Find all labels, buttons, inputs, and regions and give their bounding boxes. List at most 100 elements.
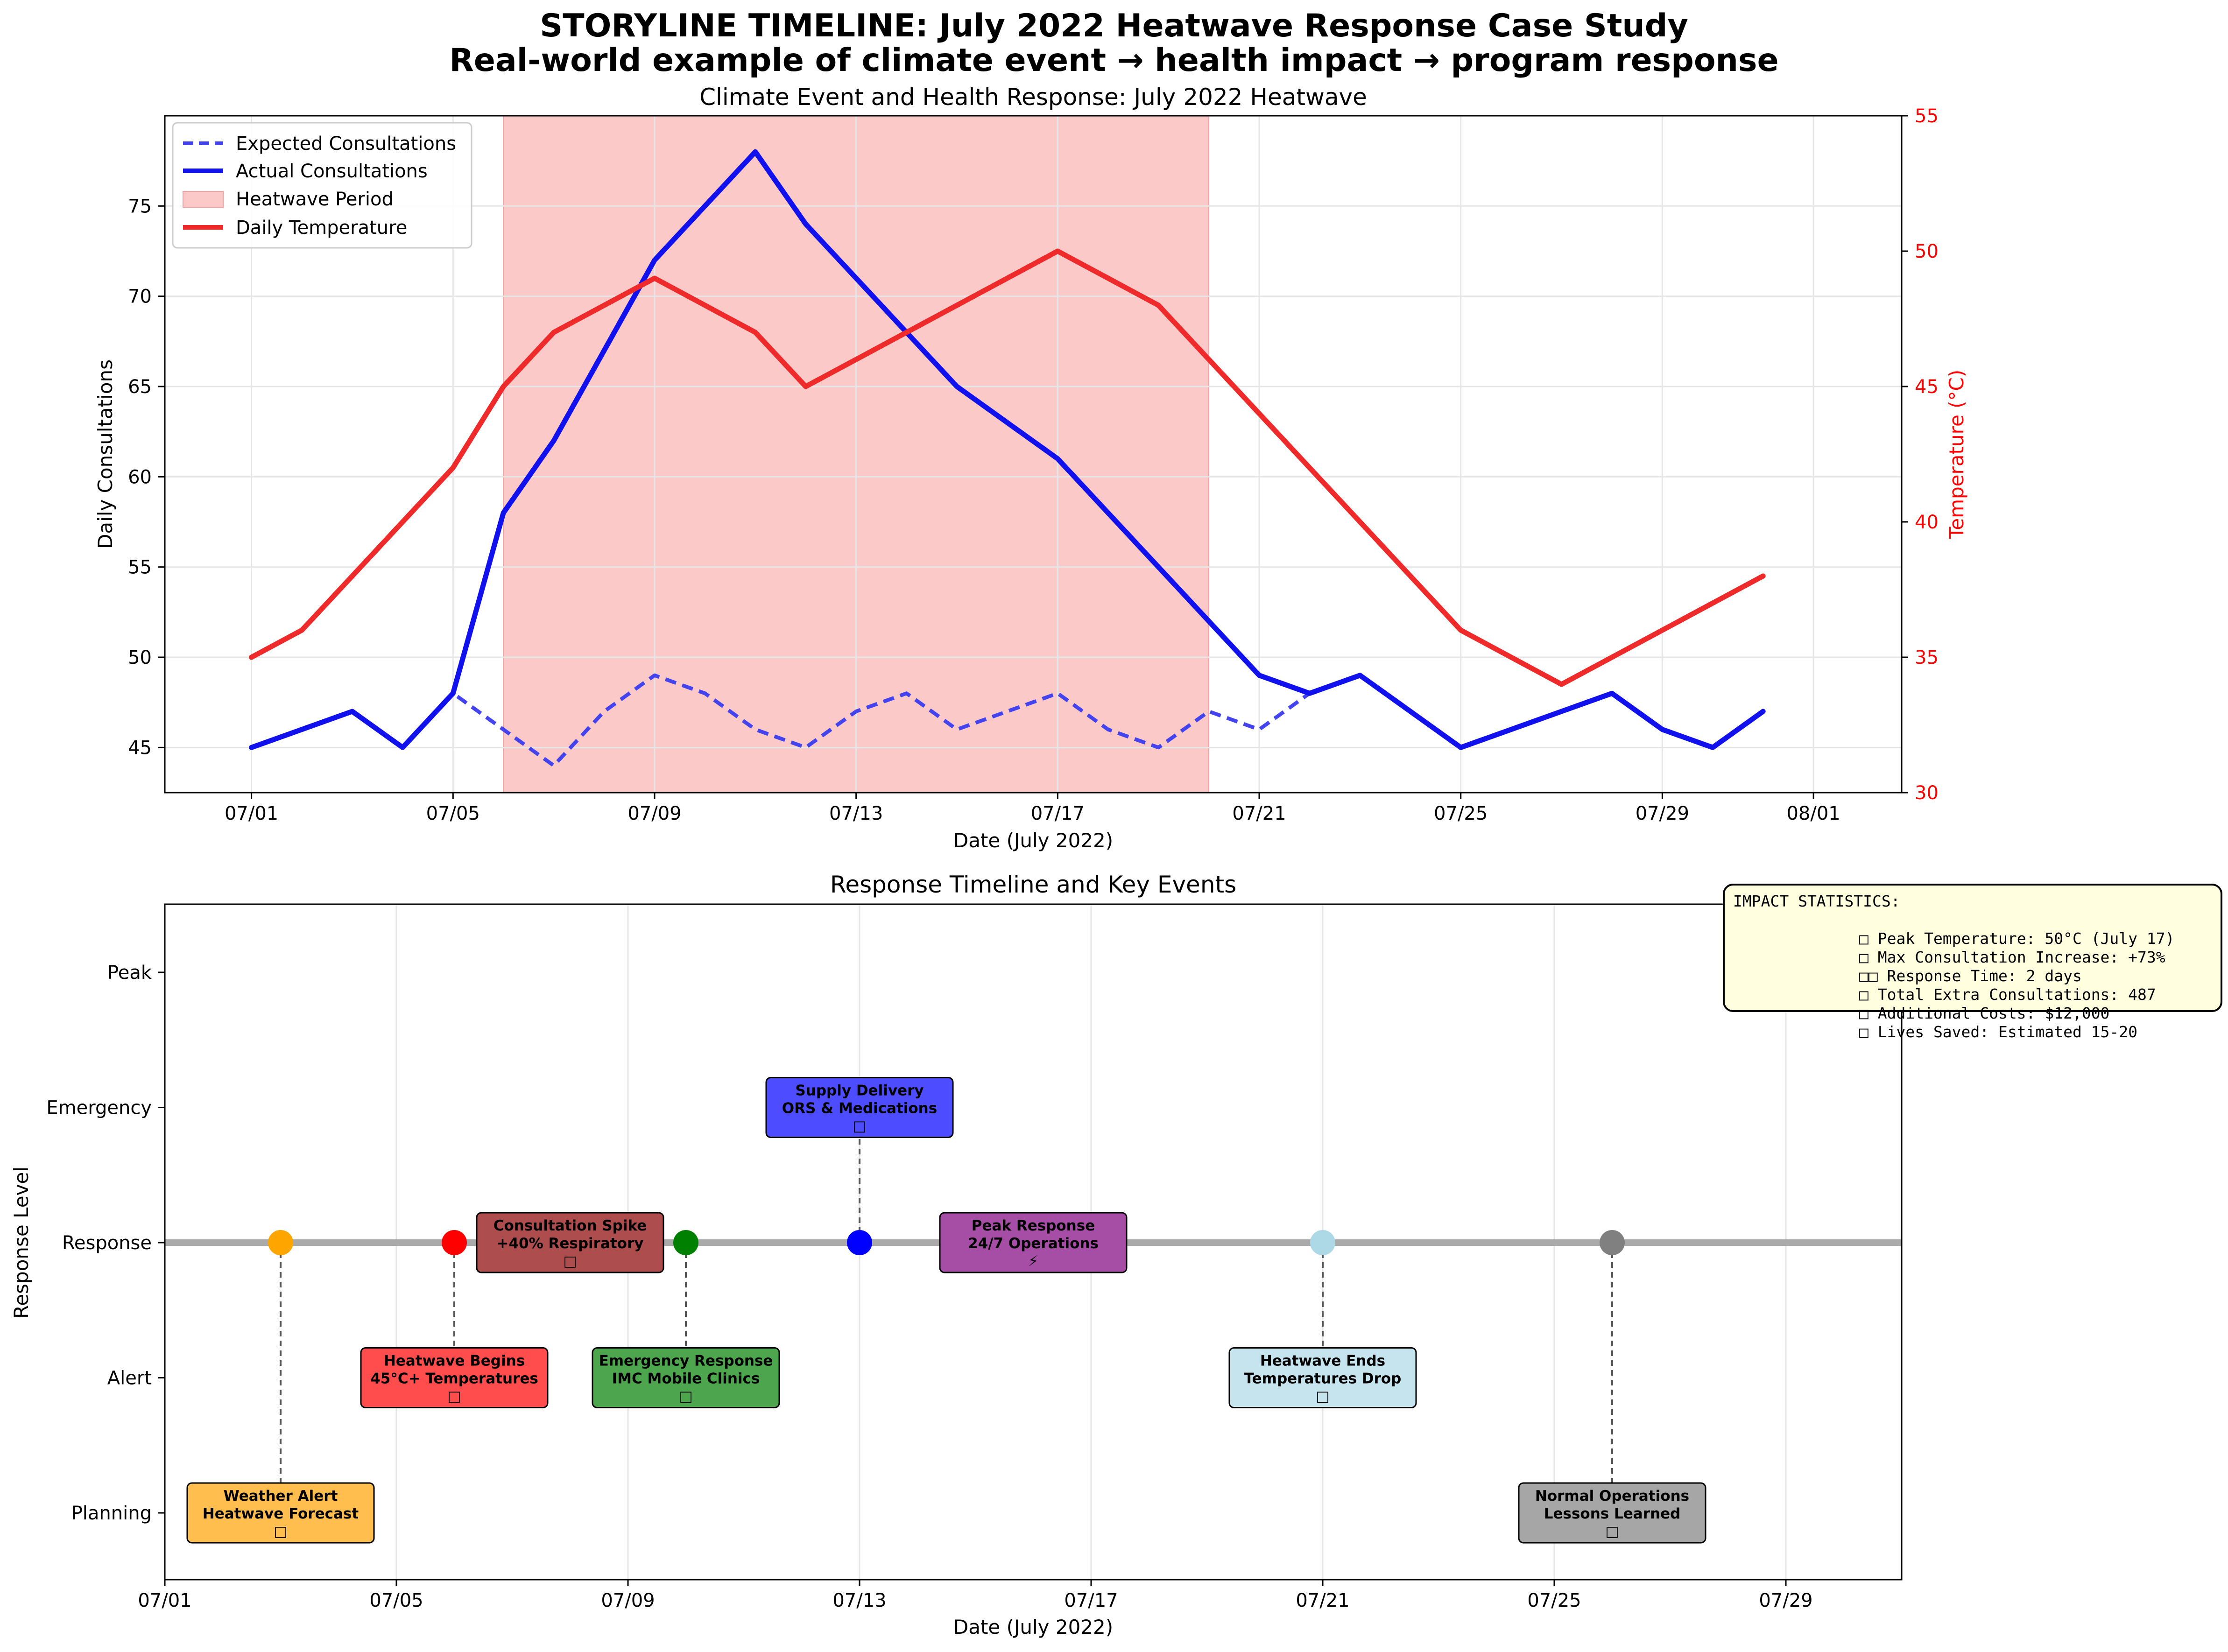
event-label-box (1228, 1347, 1417, 1408)
event-label-title: Supply Delivery (795, 1083, 924, 1099)
impact-stat-line: □ Total Extra Consultations: 487 (1859, 985, 2156, 1004)
event-label-box (476, 1212, 664, 1273)
event-label-icon: □ (274, 1523, 287, 1540)
event-label-title: Consultation Spike (494, 1217, 647, 1234)
bottom-x-tick-label: 07/25 (1527, 1590, 1581, 1611)
legend-frame (172, 122, 472, 249)
bottom-x-tick-label: 07/09 (601, 1590, 655, 1611)
top-y-tick-label: 55 (128, 557, 152, 578)
bottom-y-tick-label: Alert (107, 1368, 152, 1389)
event-label-subtitle: 45°C+ Temperatures (370, 1371, 538, 1387)
event-label-subtitle: 24/7 Operations (968, 1235, 1099, 1252)
series-line-actual-consultations (249, 149, 1766, 750)
event-label-icon: □ (1316, 1388, 1329, 1405)
top-chart-title: Climate Event and Health Response: July … (699, 84, 1367, 111)
top-y-tick-label: 65 (128, 376, 152, 398)
event-marker (268, 1230, 293, 1255)
top-x-tick-label: 07/13 (829, 803, 883, 824)
impact-stat-line: □ Lives Saved: Estimated 15-20 (1859, 1023, 2138, 1041)
top-x-tick-label: 07/25 (1434, 803, 1488, 824)
legend-swatch-heatwave (183, 191, 224, 208)
impact-stat-line: □ Additional Costs: $12,000 (1859, 1004, 2110, 1022)
event-label-box (186, 1482, 375, 1544)
bottom-x-tick-label: 07/01 (138, 1590, 191, 1611)
top-y-tick-label: 45 (128, 737, 152, 759)
top-y-axis-label: Daily Consultations (94, 359, 117, 549)
bottom-y-tick-label: Planning (71, 1503, 152, 1524)
bottom-x-tick-label: 07/17 (1064, 1590, 1118, 1611)
series-line-daily-temperature (249, 248, 1766, 687)
event-marker (1310, 1230, 1335, 1255)
impact-stat-line: □□ Response Time: 2 days (1859, 967, 2082, 985)
event-label-icon: □ (1605, 1523, 1619, 1540)
bottom-y-tick-label: Peak (107, 962, 152, 984)
event-label-title: Peak Response (972, 1217, 1095, 1234)
legend-label-expected: Expected Consultations (236, 133, 456, 155)
bottom-y-tick-label: Response (62, 1232, 152, 1254)
top-y-tick-label: 50 (128, 647, 152, 668)
bottom-x-tick-label: 07/21 (1296, 1590, 1349, 1611)
event-label-icon: □ (679, 1388, 692, 1405)
bottom-y-axis-label: Response Level (10, 1167, 33, 1319)
event-label-subtitle: Heatwave Forecast (203, 1505, 359, 1522)
event-label-subtitle: IMC Mobile Clinics (612, 1371, 760, 1387)
event-marker (1600, 1230, 1625, 1255)
top-y-right-tick-label: 45 (1915, 376, 1939, 398)
event-label-subtitle: Temperatures Drop (1244, 1371, 1402, 1387)
event-marker (847, 1230, 872, 1255)
event-label-subtitle: Lessons Learned (1544, 1505, 1681, 1522)
top-y-right-tick-label: 35 (1915, 647, 1939, 668)
top-y-right-tick-label: 50 (1915, 241, 1939, 262)
top-x-tick-label: 07/21 (1232, 803, 1286, 824)
bottom-x-tick-label: 07/29 (1759, 1590, 1812, 1611)
top-x-tick-label: 07/09 (628, 803, 681, 824)
bottom-x-axis-label: Date (July 2022) (953, 1616, 1113, 1638)
top-x-tick-label: 07/29 (1636, 803, 1689, 824)
event-label-title: Heatwave Begins (384, 1353, 525, 1370)
top-x-tick-label: 08/01 (1786, 803, 1840, 824)
top-x-tick-label: 07/05 (426, 803, 480, 824)
top-x-axis-label: Date (July 2022) (953, 829, 1113, 852)
top-chart: Climate Event and Health Response: July … (94, 84, 1968, 852)
top-y-tick-label: 75 (128, 196, 152, 217)
top-plot-frame (164, 115, 1903, 794)
event-label-title: Weather Alert (224, 1488, 338, 1504)
top-y-tick-label: 60 (128, 466, 152, 488)
top-legend: Expected Consultations Actual Consultati… (172, 122, 472, 249)
bottom-x-tick-label: 07/05 (369, 1590, 423, 1611)
legend-label-temperature: Daily Temperature (236, 217, 407, 239)
suptitle-line2: Real-world example of climate event → he… (449, 42, 1778, 79)
impact-statistics-box: IMPACT STATISTICS: □ Peak Temperature: 5… (1723, 884, 2222, 1041)
event-label-icon: ⚡ (1028, 1253, 1038, 1270)
top-y-right-tick-label: 40 (1915, 512, 1939, 533)
legend-label-actual: Actual Consultations (236, 161, 428, 182)
event-label-box (360, 1347, 549, 1408)
top-x-tick-label: 07/01 (225, 803, 278, 824)
top-y-right-tick-label: 30 (1915, 782, 1939, 804)
legend-label-heatwave: Heatwave Period (236, 189, 394, 210)
top-y-right-tick-label: 55 (1915, 105, 1939, 127)
event-marker (673, 1230, 698, 1255)
event-label-title: Emergency Response (599, 1353, 773, 1370)
top-x-tick-label: 07/17 (1031, 803, 1085, 824)
bottom-chart-title: Response Timeline and Key Events (830, 871, 1236, 898)
impact-stat-line: □ Peak Temperature: 50°C (July 17) (1859, 929, 2175, 948)
event-label-icon: □ (853, 1118, 866, 1135)
event-label-box (765, 1077, 954, 1138)
event-label-box (592, 1347, 780, 1408)
event-label-title: Heatwave Ends (1260, 1353, 1385, 1370)
event-label-icon: □ (563, 1253, 577, 1270)
suptitle-line1: STORYLINE TIMELINE: July 2022 Heatwave R… (540, 7, 1688, 44)
event-label-box (939, 1212, 1128, 1273)
event-label-subtitle: ORS & Medications (782, 1100, 937, 1117)
event-label-title: Normal Operations (1535, 1488, 1689, 1504)
event-marker (442, 1230, 467, 1255)
event-label-icon: □ (447, 1388, 461, 1405)
bottom-y-tick-label: Emergency (46, 1097, 152, 1119)
top-y-tick-label: 70 (128, 286, 152, 308)
bottom-chart: Response Timeline and Key Events Weather… (10, 871, 1903, 1638)
bottom-x-tick-label: 07/13 (832, 1590, 886, 1611)
impact-statistics-header: IMPACT STATISTICS: (1733, 892, 1900, 910)
event-label-subtitle: +40% Respiratory (497, 1235, 644, 1252)
